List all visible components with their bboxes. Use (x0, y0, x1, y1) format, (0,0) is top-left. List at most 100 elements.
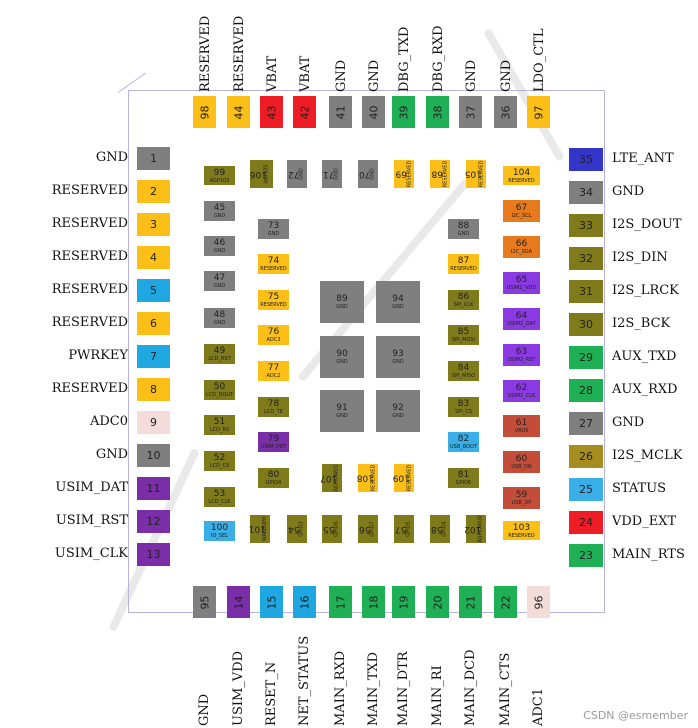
left-pin-10: 10 (137, 444, 170, 467)
right-pin-29: 29 (569, 346, 603, 369)
right-pin-label: STATUS (612, 481, 667, 496)
right-pin-label: I2S_BCK (612, 316, 671, 331)
left-pin-label: USIM_RST (55, 513, 128, 528)
right-pin-28: 28 (569, 379, 603, 402)
right-pin-25: 25 (569, 478, 603, 501)
top-pin-label: GND (499, 59, 514, 92)
pin-function: RESERVED (508, 177, 535, 184)
pin-number: 72 (288, 169, 300, 180)
inner-pin-73: 73 GND (258, 219, 289, 239)
right-pin-31: 31 (569, 280, 603, 303)
top-pin-38: 38 (426, 96, 449, 128)
pin-number: 79 (267, 434, 280, 444)
inner-pin-79: 79 USIM_DET (258, 432, 289, 452)
bottom-pin-15: 15 (260, 586, 283, 618)
bottom-pin-label: MAIN_RI (430, 665, 445, 726)
pin-number: 63 (515, 347, 528, 357)
bottom-pin-14: 14 (227, 586, 250, 618)
pin-function: USB_BOOT (449, 444, 478, 450)
right-pin-32: 32 (569, 247, 603, 270)
inner-pin-90: 90 GND (320, 336, 364, 378)
left-pin-label: PWRKEY (68, 348, 128, 363)
pin-number: 45 (213, 203, 226, 213)
left-pin-1: 1 (137, 147, 170, 170)
pin-number: 91 (336, 403, 348, 413)
pin-function: GND (370, 168, 376, 180)
top-pin-97: 97 (527, 96, 550, 128)
pin-number: 25 (579, 483, 593, 496)
pin-number: 75 (267, 292, 280, 302)
top-pin-label: LDO_CTL (532, 28, 547, 92)
pin-function: SPI_MISO (451, 373, 476, 379)
pin-number: 81 (457, 470, 470, 480)
pin-number: 23 (579, 549, 593, 562)
pin-number: 5 (150, 284, 157, 297)
top-pin-label: GND (464, 59, 479, 92)
pin-function: GND (392, 304, 404, 310)
inner-pin-106: 106 AGPIO5 (250, 160, 273, 188)
pin-function: GND (213, 248, 226, 254)
pin-number: 41 (334, 105, 347, 119)
inner-pin-85: 85 SPI_MOSI (448, 325, 479, 345)
pin-number: 83 (457, 399, 470, 409)
pin-number: 44 (232, 105, 245, 119)
left-pin-12: 12 (137, 510, 170, 533)
pin-function: I2C_SCL (511, 213, 532, 219)
pin-function: RESERVED (260, 266, 287, 272)
pin-number: 89 (336, 294, 348, 304)
top-pin-label: VBAT (298, 55, 313, 92)
pin-number: 42 (298, 105, 311, 119)
inner-pin-88: 88 GND (448, 219, 479, 239)
pin-number: 6 (150, 317, 157, 330)
pin-function: GND (213, 283, 226, 289)
pin-function: GND (336, 413, 348, 419)
inner-pin-87: 87 RESERVED (448, 254, 479, 274)
inner-pin-92: 92 GND (376, 390, 420, 432)
bottom-pin-label: ADC1 (531, 687, 546, 726)
pin-function: SPI_CLK (453, 302, 474, 308)
bottom-pin-label: MAIN_TXD (366, 651, 381, 726)
left-pin-11: 11 (137, 477, 170, 500)
pin-function: USIM2_DAT (507, 321, 536, 327)
pin-number: 65 (515, 275, 528, 285)
pin-function: RESERVED (450, 266, 477, 272)
inner-pin-76: 76 ADC3 (258, 325, 289, 345)
inner-pin-46: 46 GND (204, 236, 235, 256)
pin-function: IO_SEL (210, 533, 229, 539)
pin-function: GND (334, 168, 340, 180)
top-pin-42: 42 (293, 96, 316, 128)
pin-number: 37 (464, 105, 477, 119)
left-pin-label: RESERVED (51, 183, 128, 198)
pin-number: 33 (579, 219, 593, 232)
right-pin-label: I2S_DIN (612, 250, 668, 265)
pin-number: 62 (515, 383, 528, 393)
left-pin-7: 7 (137, 345, 170, 368)
inner-pin-77: 77 ADC2 (258, 361, 289, 381)
top-pin-label: GND (334, 59, 349, 92)
left-pin-label: GND (95, 150, 128, 165)
right-pin-label: AUX_TXD (612, 349, 677, 364)
pin-number: 107 (320, 473, 338, 484)
inner-pin-103: 103 RESERVED (503, 521, 540, 540)
right-pin-label: I2S_DOUT (612, 217, 682, 232)
bottom-pin-18: 18 (362, 586, 385, 618)
left-pin-label: ADC0 (89, 414, 128, 429)
right-pin-30: 30 (569, 313, 603, 336)
top-pin-label: RESERVED (198, 15, 213, 92)
pin-number: 27 (579, 417, 593, 430)
right-pin-label: AUX_RXD (612, 382, 678, 397)
inner-pin-69: 69 RESERVED (394, 160, 414, 188)
pin-function: LCD_CS (209, 463, 230, 469)
pin-function: RESERVED (508, 532, 535, 539)
right-pin-24: 24 (569, 511, 603, 534)
inner-pin-91: 91 GND (320, 390, 364, 432)
pin-number: 104 (512, 167, 531, 178)
inner-pin-56: 56 GPIO7 (358, 515, 378, 543)
pin-number: 80 (267, 470, 280, 480)
pin-number: 108 (356, 473, 374, 484)
bottom-pin-label: MAIN_RXD (333, 650, 348, 726)
pin-number: 36 (499, 105, 512, 119)
bottom-pin-19: 19 (392, 586, 415, 618)
pin-number: 99 (213, 167, 226, 178)
pin-number: 15 (265, 595, 278, 609)
